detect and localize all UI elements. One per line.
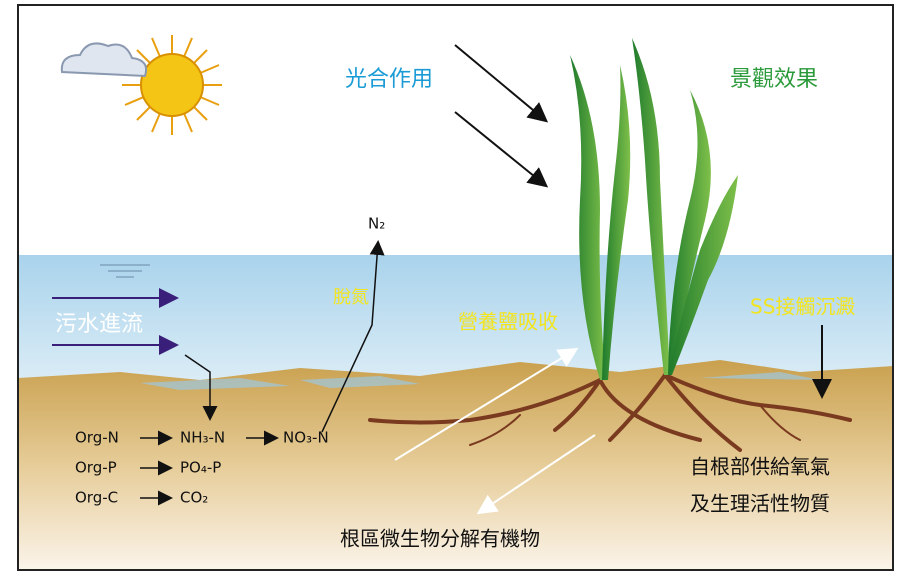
diagram: 光合作用 景觀效果 N₂ 脫氮 污水進流 營養鹽吸收 SS接觸沉澱 自根部供給氧… bbox=[0, 0, 904, 576]
reaction-term: CO₂ bbox=[180, 489, 208, 507]
label: 營養鹽吸收 bbox=[458, 310, 558, 334]
label: 及生理活性物質 bbox=[690, 492, 830, 516]
label: 自根部供給氧氣 bbox=[690, 455, 830, 479]
reaction-term: Org-C bbox=[75, 489, 118, 507]
label: 脫氮 bbox=[333, 287, 369, 308]
label: 景觀效果 bbox=[730, 67, 818, 92]
label: 光合作用 bbox=[345, 67, 433, 92]
label: N₂ bbox=[368, 215, 385, 233]
reaction-term: NO₃-N bbox=[283, 429, 329, 447]
reaction-term: NH₃-N bbox=[180, 429, 225, 447]
reaction-term: PO₄-P bbox=[180, 459, 221, 477]
reaction-term: Org-P bbox=[75, 459, 117, 477]
reaction-term: Org-N bbox=[75, 429, 119, 447]
label: SS接觸沉澱 bbox=[750, 295, 855, 319]
page: {"labels":{"photosynthesis":"光合作用","land… bbox=[0, 0, 904, 576]
sun bbox=[122, 35, 222, 135]
label: 根區微生物分解有機物 bbox=[340, 527, 540, 551]
label: 污水進流 bbox=[55, 312, 143, 337]
